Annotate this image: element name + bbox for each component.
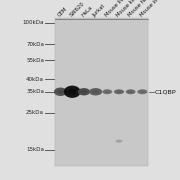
Ellipse shape (102, 89, 112, 94)
Ellipse shape (64, 86, 81, 98)
Ellipse shape (80, 90, 87, 94)
Text: Mouse liver: Mouse liver (104, 0, 129, 18)
Bar (55, 18, 148, 166)
Text: 40kDa: 40kDa (26, 77, 44, 82)
Text: SW620: SW620 (69, 1, 86, 18)
Ellipse shape (117, 140, 121, 142)
Ellipse shape (68, 89, 77, 95)
Text: 70kDa: 70kDa (26, 42, 44, 47)
Text: HeLa: HeLa (80, 5, 93, 18)
Text: C1QBP: C1QBP (154, 89, 176, 94)
Ellipse shape (126, 89, 136, 94)
Ellipse shape (116, 91, 122, 93)
Ellipse shape (78, 88, 90, 95)
Ellipse shape (137, 89, 147, 94)
Ellipse shape (114, 89, 124, 94)
Text: CEM: CEM (57, 6, 69, 18)
Ellipse shape (54, 87, 67, 96)
Text: 25kDa: 25kDa (26, 111, 44, 115)
Ellipse shape (128, 91, 133, 93)
Ellipse shape (57, 90, 64, 94)
Ellipse shape (105, 91, 110, 93)
Ellipse shape (140, 91, 145, 93)
Text: Mouse intestine: Mouse intestine (139, 0, 172, 18)
Ellipse shape (92, 90, 99, 94)
Text: 35kDa: 35kDa (26, 89, 44, 94)
Ellipse shape (115, 140, 123, 143)
Ellipse shape (89, 88, 102, 95)
Text: 55kDa: 55kDa (26, 58, 44, 62)
Text: 15kDa: 15kDa (26, 147, 44, 152)
Text: Mouse heart: Mouse heart (127, 0, 154, 18)
Text: Mouse kidney: Mouse kidney (115, 0, 145, 18)
Text: Jurkat: Jurkat (92, 3, 107, 18)
Text: 100kDa: 100kDa (23, 21, 44, 25)
